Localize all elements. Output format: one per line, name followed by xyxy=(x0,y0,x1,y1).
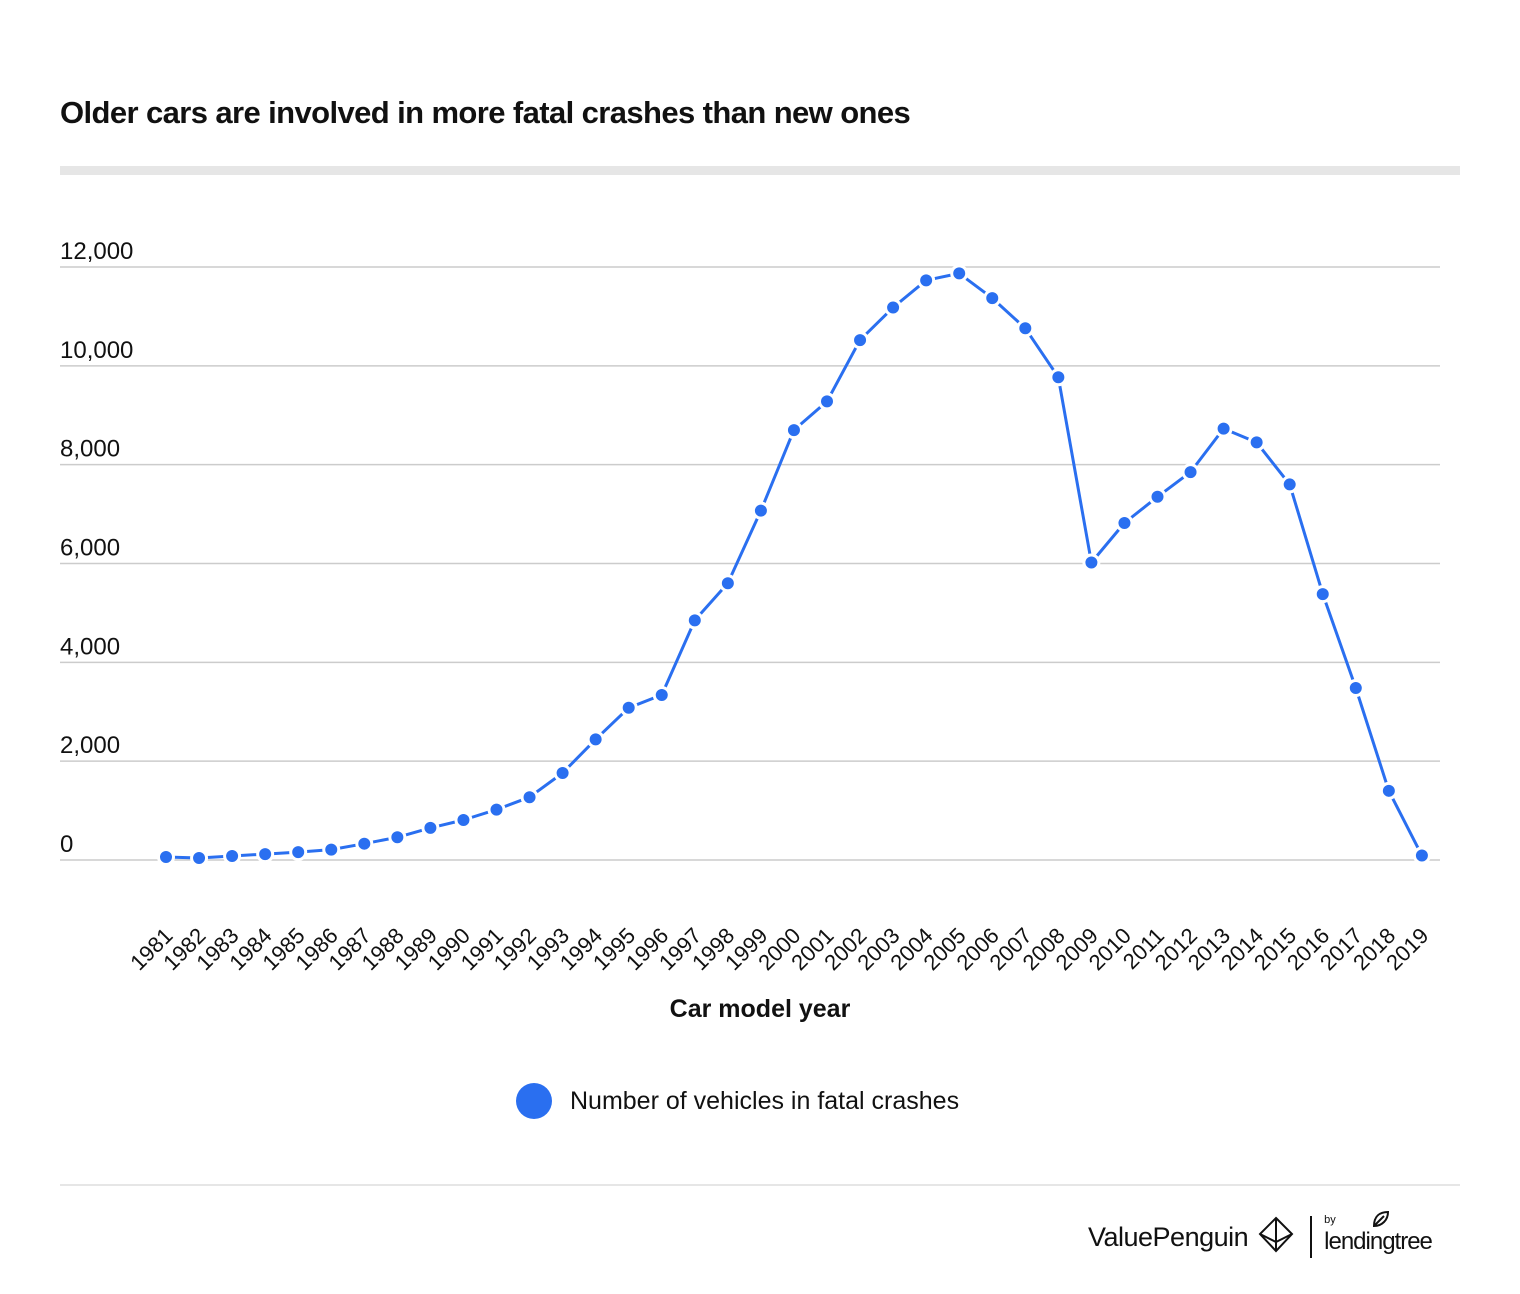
y-tick-label: 8,000 xyxy=(60,436,120,463)
data-point xyxy=(190,849,209,868)
data-point xyxy=(256,845,275,864)
data-point xyxy=(1412,846,1431,865)
chart-title: Older cars are involved in more fatal cr… xyxy=(60,95,911,130)
y-tick-label: 4,000 xyxy=(60,633,120,660)
series-line-path xyxy=(165,271,1424,860)
data-point xyxy=(520,788,539,807)
data-point xyxy=(1049,368,1068,387)
y-tick-label: 6,000 xyxy=(60,535,120,562)
brand-separator xyxy=(1310,1216,1313,1258)
data-point xyxy=(289,843,308,862)
y-tick-label: 0 xyxy=(60,831,73,858)
y-tick-label: 10,000 xyxy=(60,337,133,364)
data-point xyxy=(1280,475,1299,494)
x-axis-tick-labels: 1981198219831984198519861987198819891990… xyxy=(125,923,1433,975)
data-point xyxy=(950,264,969,283)
data-point xyxy=(1115,513,1134,532)
data-point xyxy=(157,848,175,867)
footer-divider xyxy=(60,1184,1460,1186)
valuepenguin-logo-icon xyxy=(1256,1215,1296,1260)
data-point xyxy=(1247,433,1266,452)
legend: Number of vehicles in fatal crashes xyxy=(516,1083,959,1119)
valuepenguin-logo-text: ValuePenguin xyxy=(1088,1221,1249,1252)
data-point xyxy=(1346,679,1365,698)
data-point xyxy=(685,611,704,630)
data-point xyxy=(818,392,836,411)
y-tick-label: 2,000 xyxy=(60,732,120,759)
data-point xyxy=(784,421,803,440)
data-point xyxy=(553,764,572,783)
data-point xyxy=(355,834,374,853)
data-point xyxy=(619,698,638,717)
legend-label: Number of vehicles in fatal crashes xyxy=(570,1086,960,1115)
y-tick-label: 12,000 xyxy=(60,238,133,265)
data-point xyxy=(1016,319,1035,338)
data-point xyxy=(983,289,1002,308)
data-point xyxy=(1313,585,1332,604)
line-chart: 0 2,000 4,000 6,000 8,000 10,000 12,000 198119… xyxy=(60,238,1440,975)
lendingtree-logo: by lendingtree xyxy=(1324,1210,1433,1256)
leaf-icon xyxy=(1373,1210,1390,1228)
data-point xyxy=(1148,487,1167,506)
lendingtree-logo-text: lendingtree xyxy=(1324,1228,1433,1255)
by-label: by xyxy=(1324,1214,1336,1226)
data-point xyxy=(1181,463,1200,482)
title-divider xyxy=(60,166,1460,175)
data-point xyxy=(751,501,770,520)
data-point xyxy=(1082,553,1101,572)
data-point xyxy=(1379,781,1398,800)
data-point xyxy=(652,685,671,704)
series-line xyxy=(165,271,1424,860)
data-point xyxy=(586,730,605,749)
data-point xyxy=(223,847,242,866)
x-axis-label: Car model year xyxy=(669,995,851,1023)
data-point xyxy=(1214,419,1233,438)
data-point xyxy=(917,271,936,290)
data-point xyxy=(322,840,341,859)
data-point xyxy=(421,818,440,837)
data-point xyxy=(487,800,506,819)
data-point xyxy=(718,574,737,593)
legend-marker xyxy=(516,1083,552,1119)
y-axis-tick-labels: 0 2,000 4,000 6,000 8,000 10,000 12,000 xyxy=(60,238,133,858)
data-point xyxy=(454,810,473,829)
data-point xyxy=(851,331,870,350)
data-point xyxy=(884,298,903,317)
series-points xyxy=(157,264,1431,868)
gridlines xyxy=(60,266,1440,861)
brand-logos: ValuePenguin by lendingtree xyxy=(1088,1210,1433,1262)
data-point xyxy=(388,828,407,847)
